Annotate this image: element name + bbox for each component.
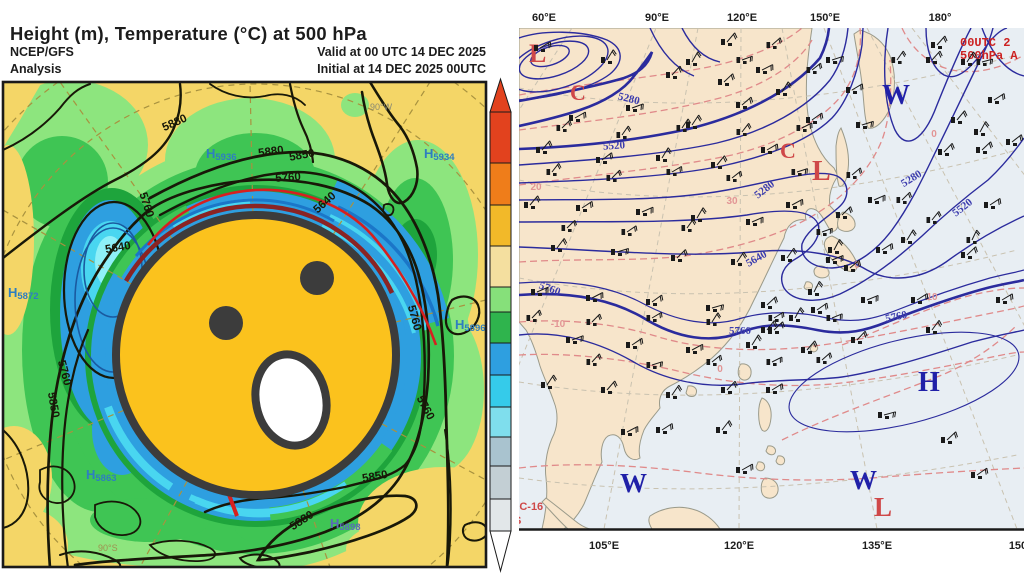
svg-text:Height (m), Temperature (°C) a: Height (m), Temperature (°C) at 500 hPa xyxy=(10,23,367,44)
svg-text:5850: 5850 xyxy=(288,148,315,164)
svg-text:NCEP/GFS: NCEP/GFS xyxy=(10,45,74,59)
svg-text:20: 20 xyxy=(530,182,542,193)
svg-text:00UTC 2: 00UTC 2 xyxy=(960,36,1010,50)
svg-text:W: W xyxy=(620,468,647,498)
svg-text:120°E: 120°E xyxy=(727,12,757,24)
svg-text:150: 150 xyxy=(1009,540,1024,552)
svg-text:90°S: 90°S xyxy=(98,543,118,553)
svg-text:135°E: 135°E xyxy=(862,540,892,552)
svg-text:30: 30 xyxy=(726,196,738,207)
svg-text:Analysis: Analysis xyxy=(10,62,61,76)
svg-text:105°E: 105°E xyxy=(589,540,619,552)
svg-text:5760: 5760 xyxy=(884,309,909,325)
svg-text:0: 0 xyxy=(854,260,860,271)
svg-text:W: W xyxy=(850,465,877,495)
svg-text:5880: 5880 xyxy=(257,144,284,159)
svg-text:C: C xyxy=(780,138,796,163)
svg-text:5760: 5760 xyxy=(729,325,752,337)
svg-text:90°E: 90°E xyxy=(645,12,669,24)
svg-text:60°E: 60°E xyxy=(532,12,556,24)
svg-text:5850: 5850 xyxy=(45,391,61,418)
svg-text:W: W xyxy=(882,80,910,111)
svg-text:5520: 5520 xyxy=(603,139,626,153)
svg-text:Valid at 00 UTC 14 DEC 2025: Valid at 00 UTC 14 DEC 2025 xyxy=(317,45,486,59)
svg-text:150°E: 150°E xyxy=(810,12,840,24)
svg-text:L: L xyxy=(812,156,831,187)
svg-text:L: L xyxy=(874,492,892,522)
svg-text:120°E: 120°E xyxy=(724,540,754,552)
svg-text:180°: 180° xyxy=(929,12,952,24)
svg-text:EC-16: EC-16 xyxy=(512,501,543,513)
svg-text:C: C xyxy=(570,80,586,105)
svg-text:0: 0 xyxy=(931,129,937,140)
svg-text:-10: -10 xyxy=(551,319,566,330)
svg-text:90°W: 90°W xyxy=(370,102,393,112)
svg-text:Initial at 14 DEC 2025 00UTC: Initial at 14 DEC 2025 00UTC xyxy=(317,62,486,76)
svg-text:L: L xyxy=(529,39,546,68)
svg-text:S: S xyxy=(514,515,521,527)
svg-text:0: 0 xyxy=(717,364,723,375)
svg-text:10: 10 xyxy=(926,292,938,303)
svg-text:5760: 5760 xyxy=(275,171,301,185)
svg-text:H: H xyxy=(918,367,940,398)
svg-text:500hPa A: 500hPa A xyxy=(960,49,1018,63)
svg-text:5280: 5280 xyxy=(617,90,642,107)
svg-text:5850: 5850 xyxy=(361,469,388,485)
svg-text:5640: 5640 xyxy=(104,240,131,256)
